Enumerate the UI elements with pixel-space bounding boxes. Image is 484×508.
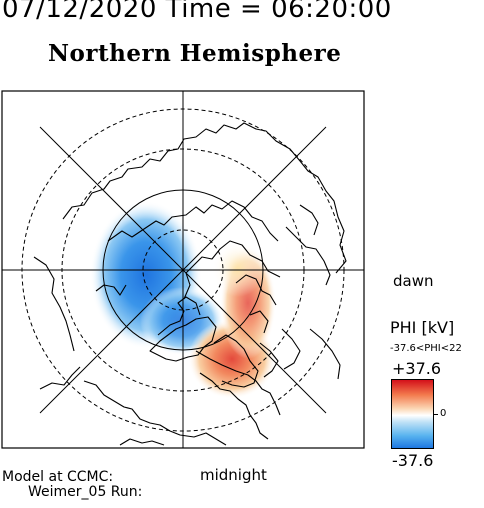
colorbar-min-label: -37.6 [392, 451, 434, 470]
colorbar-zero-label: 0 [440, 408, 447, 419]
colorbar-range: -37.6<PHI<22 [390, 343, 462, 354]
map-frame [1, 90, 365, 449]
colorbar-title: PHI [kV] [390, 318, 455, 337]
colorbar [391, 379, 434, 449]
model-credit-line2: Weimer_05 Run: [28, 484, 143, 500]
coastlines [33, 122, 347, 446]
midnight-label: midnight [200, 466, 267, 484]
polar-potential-map [1, 90, 365, 449]
model-credit-line1: Model at CCMC: [2, 469, 114, 485]
dawn-label: dawn [393, 272, 434, 290]
date-time-title: 07/12/2020 Time = 06:20:00 [2, 0, 392, 24]
colorbar-max-label: +37.6 [392, 359, 442, 378]
meridian-diagonal-2 [39, 126, 327, 414]
hemisphere-title: Northern Hemisphere [48, 40, 342, 67]
meridian-lines [2, 91, 364, 448]
colorbar-zero-tick [434, 414, 438, 415]
